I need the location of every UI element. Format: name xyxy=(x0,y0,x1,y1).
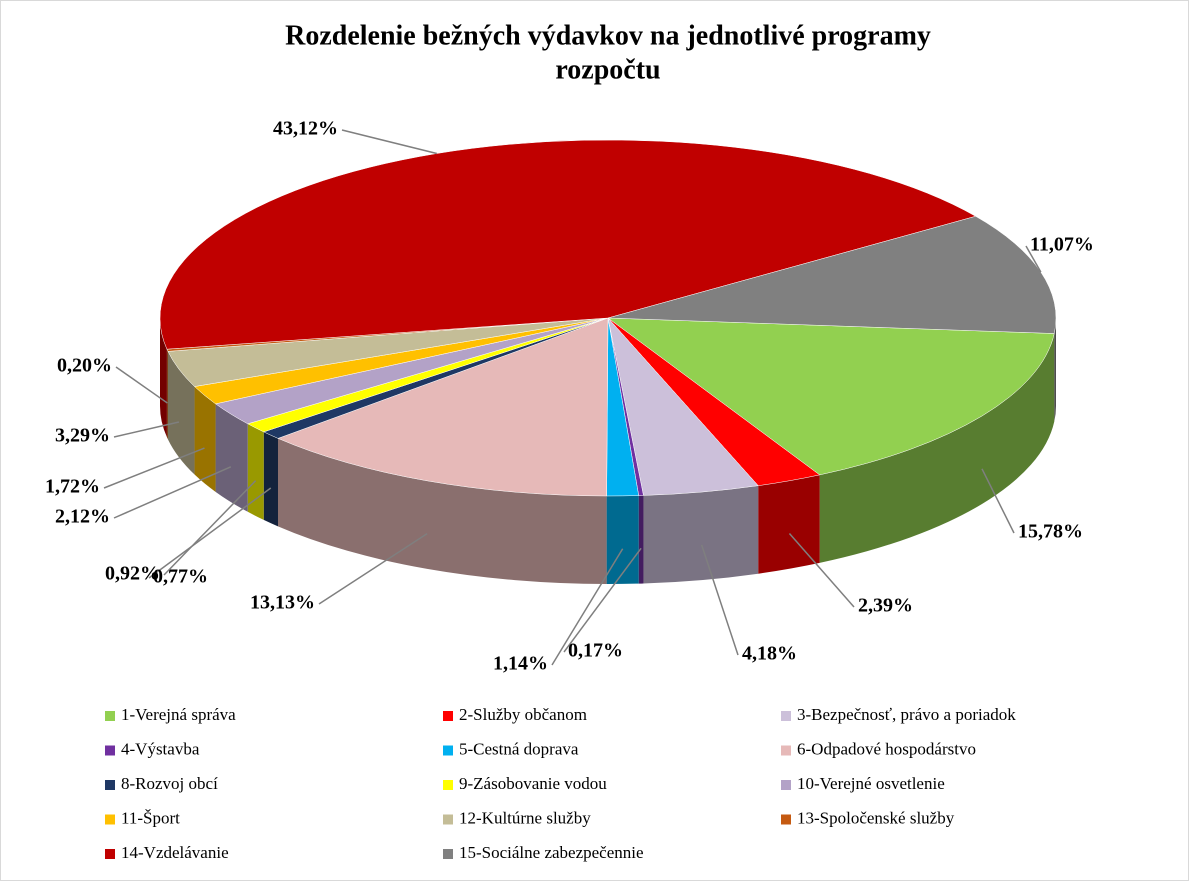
chart-title: rozpočtu xyxy=(555,54,660,85)
data-label: 43,12% xyxy=(273,118,338,140)
legend-label: 15-Sociálne zabezpečennie xyxy=(459,843,644,862)
data-label: 4,18% xyxy=(742,643,797,665)
slice-side xyxy=(1054,318,1056,422)
leader-line xyxy=(103,447,205,489)
slice xyxy=(607,317,1055,476)
legend-label: 8-Rozvoj obcí xyxy=(121,774,218,793)
legend-label: 10-Verejné osvetlenie xyxy=(797,774,945,793)
slice-side xyxy=(166,349,168,440)
data-label: 13,13% xyxy=(250,592,315,614)
legend-swatch xyxy=(105,814,115,825)
legend-swatch xyxy=(105,849,115,859)
legend-label: 3-Bezpečnosť, právo a poriadok xyxy=(797,705,1016,724)
leader-line xyxy=(981,468,1015,534)
leader-line xyxy=(163,480,257,576)
legend-label: 13-Spoločenské služby xyxy=(797,808,955,827)
leader-line xyxy=(551,548,624,666)
slice xyxy=(159,139,977,350)
slice-side xyxy=(606,495,639,584)
legend-swatch xyxy=(443,780,453,790)
leader-line xyxy=(115,366,168,404)
slice-side xyxy=(758,474,820,574)
leader-line xyxy=(341,129,437,155)
slice-side xyxy=(643,485,759,584)
legend-swatch xyxy=(781,745,791,756)
slice-side xyxy=(819,333,1055,563)
leader-line xyxy=(113,466,232,519)
legend-label: 9-Zásobovanie vodou xyxy=(459,774,607,793)
data-label: 0,92% xyxy=(105,563,160,585)
data-label: 2,12% xyxy=(55,506,110,528)
slice xyxy=(607,216,1057,334)
slice xyxy=(277,317,609,497)
slice-side xyxy=(263,431,278,527)
legend-label: 14-Vzdelávanie xyxy=(121,843,229,862)
slice-side xyxy=(194,386,216,492)
legend-swatch xyxy=(443,745,453,756)
leader-line xyxy=(1025,245,1042,273)
data-label: 0,77% xyxy=(153,566,208,588)
leader-line xyxy=(700,544,739,656)
legend-swatch xyxy=(443,711,453,721)
legend-swatch xyxy=(443,814,453,825)
leader-line xyxy=(788,533,855,608)
data-label: 15,78% xyxy=(1018,521,1083,543)
leader-line xyxy=(148,487,272,579)
legend-swatch xyxy=(105,745,115,756)
legend-swatch xyxy=(105,780,115,790)
legend-label: 5-Cestná doprava xyxy=(459,739,579,758)
legend-swatch xyxy=(781,711,791,721)
chart-title: Rozdelenie bežných výdavkov na jednotliv… xyxy=(285,20,931,51)
data-label: 2,39% xyxy=(858,595,913,617)
data-label: 1,14% xyxy=(493,653,548,675)
leader-line xyxy=(318,533,428,605)
leader-line xyxy=(113,421,180,438)
legend-swatch xyxy=(443,849,453,859)
slice-side xyxy=(638,495,644,584)
legend-label: 6-Odpadové hospodárstvo xyxy=(797,739,976,758)
data-label: 0,17% xyxy=(568,640,623,662)
legend-label: 2-Služby občanom xyxy=(459,705,587,724)
legend-swatch xyxy=(781,814,791,825)
data-label: 3,29% xyxy=(55,425,110,447)
slice-side xyxy=(160,318,167,438)
data-label: 0,20% xyxy=(57,355,112,377)
legend-swatch xyxy=(105,711,115,721)
data-label: 1,72% xyxy=(45,476,100,498)
slice-side xyxy=(277,438,607,584)
leader-line xyxy=(563,547,642,653)
legend-swatch xyxy=(781,780,791,790)
slice-side xyxy=(215,403,248,512)
legend-label: 4-Výstavba xyxy=(121,739,200,758)
slice-side xyxy=(167,351,195,475)
legend-label: 11-Šport xyxy=(121,808,180,827)
slice-side xyxy=(247,423,264,520)
legend-label: 1-Verejná správa xyxy=(121,705,236,724)
data-label: 11,07% xyxy=(1030,234,1094,256)
legend-label: 12-Kultúrne služby xyxy=(459,808,591,827)
